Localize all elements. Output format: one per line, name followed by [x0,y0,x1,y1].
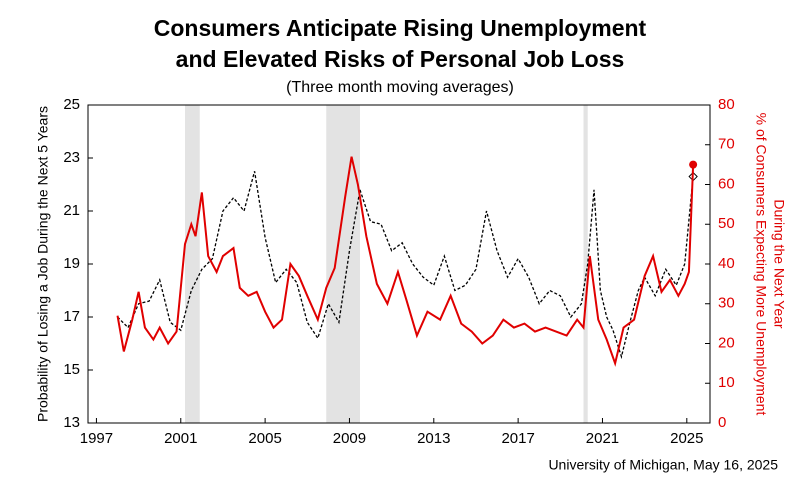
source-note: University of Michigan, May 16, 2025 [548,457,778,473]
y2-axis-label: During the Next Year [771,199,787,329]
recession-shade [184,105,200,423]
y2-tick-label: 50 [718,215,735,232]
y2-tick-label: 60 [718,175,735,192]
y2-axis-label: % of Consumers Expecting More Unemployme… [753,113,769,416]
y-tick-label: 21 [63,202,80,219]
recession-shade [326,105,360,423]
y-tick-label: 17 [63,308,80,325]
plot-frame [87,104,711,424]
y2-tick-label: 0 [718,414,726,431]
x-tick-label: 2021 [586,430,619,447]
x-tick-label: 2009 [333,430,366,447]
x-tick-label: 2005 [248,430,281,447]
y-tick-label: 15 [63,361,80,378]
end-marker [689,160,698,169]
y2-tick-label: 80 [718,96,735,113]
y2-tick-label: 20 [718,334,735,351]
y-tick-label: 25 [63,96,80,113]
y2-tick-label: 30 [718,295,735,312]
x-tick-label: 2025 [670,430,703,447]
y2-tick-label: 70 [718,136,735,153]
y2-tick-label: 10 [718,374,735,391]
y-tick-label: 19 [63,255,80,272]
chart-title: and Elevated Risks of Personal Job Loss [176,46,625,72]
series-line [117,171,694,360]
y2-tick-label: 40 [718,255,735,272]
chart-subtitle: (Three month moving averages) [286,79,514,96]
x-tick-label: 2017 [501,430,534,447]
y-tick-label: 23 [63,149,80,166]
y-tick-label: 13 [63,414,80,431]
series-line [116,156,695,367]
x-tick-label: 2013 [417,430,450,447]
chart-title: Consumers Anticipate Rising Unemployment [154,15,647,41]
x-tick-label: 1997 [80,430,113,447]
y-axis-label: Probability of Losing a Job During the N… [35,106,51,422]
x-tick-label: 2001 [164,430,197,447]
recession-shade [583,105,588,423]
